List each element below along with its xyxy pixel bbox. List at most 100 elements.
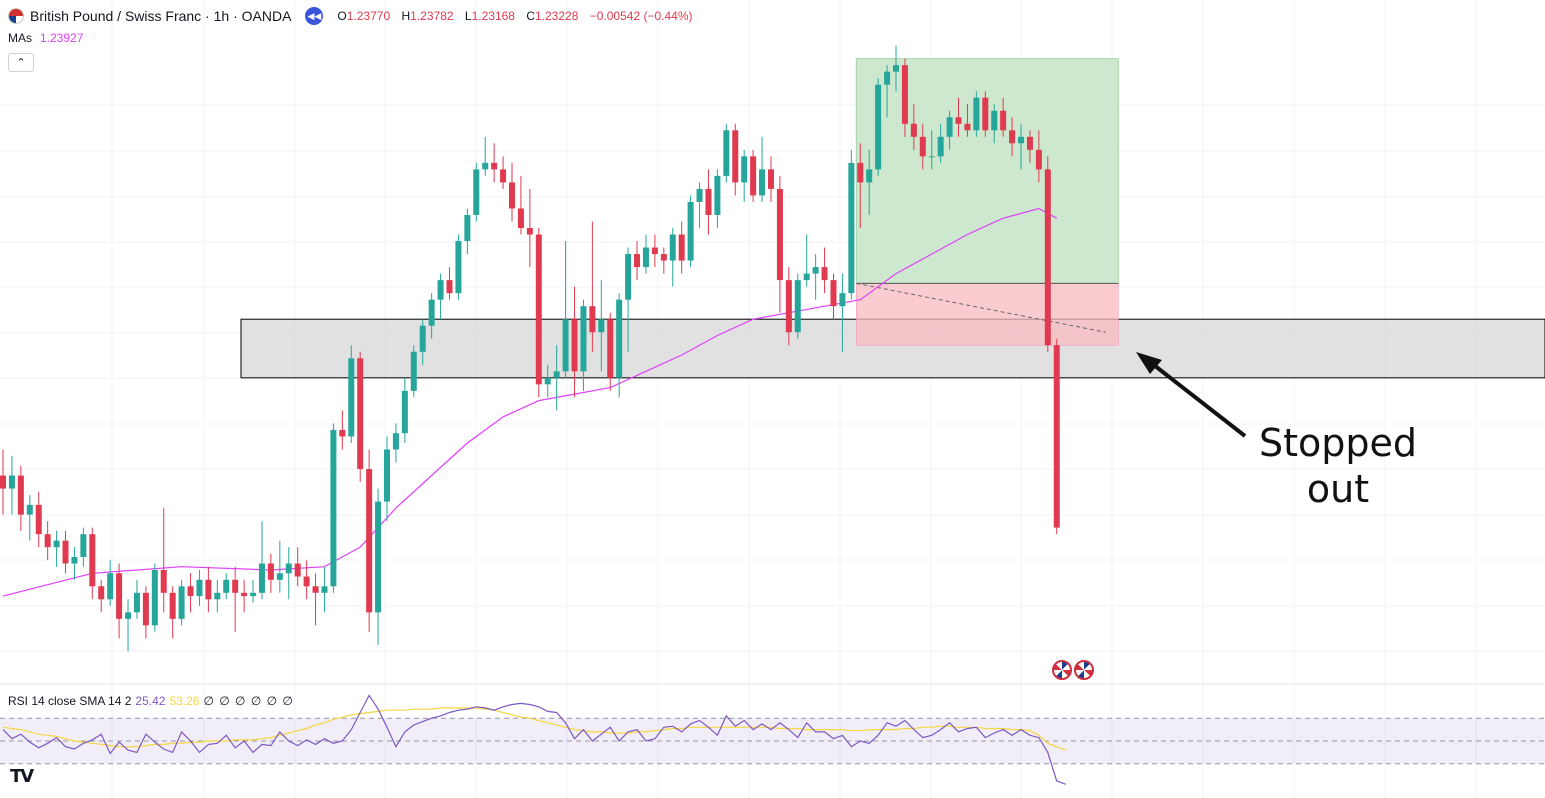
candle-body	[759, 169, 766, 196]
candle-body	[160, 570, 167, 593]
candle-body	[17, 475, 24, 515]
loss-zone	[856, 283, 1119, 346]
candle-body	[651, 247, 658, 255]
arrow-shaft	[1148, 360, 1247, 438]
candle-body	[285, 563, 292, 574]
candle-body	[509, 182, 516, 209]
candle-body	[750, 156, 757, 196]
candle-body	[928, 156, 935, 158]
candle-body	[848, 162, 855, 294]
symbol-title[interactable]: British Pound / Swiss Franc · 1h · OANDA	[30, 8, 292, 24]
rsi-label: RSI 14 close SMA 14 2	[8, 694, 132, 708]
candle-body	[857, 162, 864, 183]
change-value: −0.00542 (−0.44%)	[589, 9, 693, 23]
ohlc-readout: O1.23770 H1.23782 L1.23168 C1.23228 −0.0…	[337, 9, 693, 23]
candle-body	[80, 534, 87, 557]
candle-body	[0, 475, 6, 489]
candle-body	[464, 214, 471, 242]
candle-body	[26, 504, 33, 515]
replay-icon[interactable]: ◀◀	[305, 7, 324, 25]
candle-body	[8, 475, 15, 489]
candle-body	[946, 117, 953, 137]
chart-legend: British Pound / Swiss Franc · 1h · OANDA…	[8, 6, 700, 26]
candle-body	[553, 371, 560, 378]
candle-body	[473, 169, 480, 215]
candle-body	[794, 280, 801, 333]
profit-zone	[855, 58, 1119, 284]
candle-body	[696, 188, 703, 202]
candle-body	[71, 556, 78, 564]
candle-body	[678, 234, 685, 261]
candle-body	[1018, 136, 1025, 144]
close-value: 1.23228	[535, 9, 579, 23]
uk-flag-icon[interactable]	[1052, 660, 1072, 680]
candle-body	[910, 123, 917, 137]
candle-body	[250, 592, 257, 597]
candle-body	[294, 563, 301, 577]
stopped-out-annotation: Stopped out	[1248, 420, 1428, 512]
candles	[0, 45, 1060, 652]
rsi-extra-values: ∅ ∅ ∅ ∅ ∅ ∅	[203, 694, 294, 708]
candle-body	[375, 501, 382, 613]
rsi-sma-line	[2, 707, 1066, 751]
candle-body	[35, 504, 42, 535]
candle-body	[500, 169, 507, 183]
candle-body	[660, 254, 667, 261]
uk-flag-icon[interactable]	[1074, 660, 1094, 680]
candle-body	[267, 563, 274, 580]
candle-body	[741, 156, 748, 183]
candle-body	[44, 534, 51, 548]
candle-body	[446, 280, 453, 294]
candle-body	[562, 319, 569, 372]
arrow-head	[1136, 352, 1162, 374]
candle-body	[303, 576, 310, 587]
candle-body	[348, 358, 355, 437]
candle-body	[339, 429, 346, 437]
candle-body	[607, 319, 614, 378]
candle-body	[901, 65, 908, 124]
long-position-tool[interactable]	[855, 58, 1119, 346]
candle-body	[669, 234, 676, 261]
economic-events[interactable]	[1052, 660, 1096, 680]
candle-body	[116, 573, 123, 619]
annotation-line-1: Stopped	[1258, 421, 1417, 465]
candle-body	[687, 201, 694, 261]
candle-body	[330, 429, 337, 587]
candle-body	[419, 325, 426, 352]
candle-body	[98, 586, 105, 600]
candle-body	[812, 267, 819, 274]
candle-body	[133, 592, 140, 613]
candle-body	[705, 188, 712, 215]
candle-body	[937, 136, 944, 157]
candle-body	[991, 110, 998, 131]
candle-body	[785, 280, 792, 333]
candle-body	[589, 306, 596, 333]
candle-body	[642, 247, 649, 268]
rsi-legend[interactable]: RSI 14 close SMA 14 2 25.42 53.26 ∅ ∅ ∅ ∅ ∅…	[8, 694, 294, 708]
candle-body	[884, 71, 891, 85]
tradingview-logo-icon: TV	[10, 766, 34, 787]
ma-legend[interactable]: MAs 1.23927	[8, 31, 83, 45]
candle-body	[723, 130, 730, 176]
candle-body	[62, 540, 69, 564]
candle-body	[714, 175, 721, 215]
high-value: 1.23782	[410, 9, 454, 23]
candle-body	[437, 280, 444, 300]
candle-body	[526, 228, 533, 235]
low-value: 1.23168	[471, 9, 515, 23]
candle-body	[1044, 169, 1051, 346]
candle-body	[893, 65, 899, 72]
candle-body	[598, 319, 605, 333]
candle-body	[767, 169, 774, 189]
candle-body	[223, 579, 230, 593]
annotation-arrow	[1136, 352, 1247, 438]
candle-body	[214, 592, 221, 600]
candle-body	[973, 97, 980, 131]
chevron-up-icon[interactable]: ⌃	[8, 53, 34, 72]
candle-body	[776, 188, 783, 281]
candle-body	[357, 358, 364, 470]
candle-body	[125, 612, 132, 619]
candle-body	[571, 319, 578, 372]
candle-body	[151, 570, 158, 626]
